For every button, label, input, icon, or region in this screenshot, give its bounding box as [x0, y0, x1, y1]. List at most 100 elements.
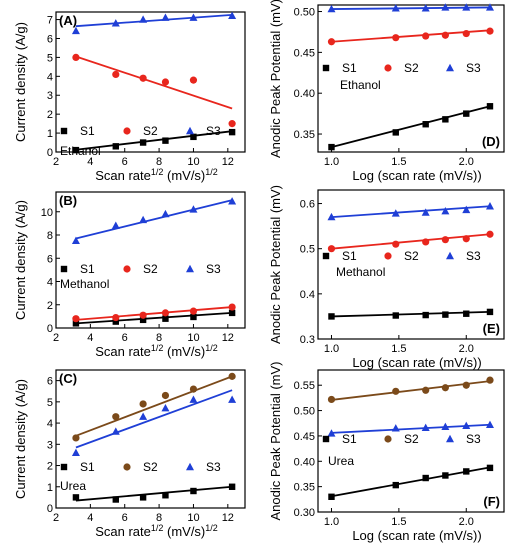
data-point: [161, 78, 170, 86]
y-tick-label: 0.40: [294, 456, 315, 468]
x-tick-label: 1.5: [391, 343, 406, 355]
legend-label: S1: [80, 124, 95, 138]
legend-marker: [186, 462, 194, 471]
data-point: [392, 481, 399, 489]
data-point: [392, 240, 400, 248]
x-axis-label-sup: 1/2: [151, 167, 164, 177]
data-point: [486, 376, 494, 384]
fit-line: [75, 375, 233, 437]
x-axis-label-sup: 1/2: [151, 523, 164, 533]
x-axis-label-text: Scan rate: [95, 344, 151, 359]
y-tick-label: 0.4: [300, 289, 315, 301]
legend-marker: [322, 435, 330, 443]
y-axis-label: Current density (A/g): [13, 22, 28, 142]
data-point: [228, 128, 236, 136]
data-point: [72, 434, 80, 442]
data-point: [422, 311, 429, 319]
data-point: [421, 423, 430, 432]
data-point: [228, 197, 237, 205]
series-s3: [327, 202, 494, 221]
legend-label: S3: [466, 61, 481, 75]
x-tick-label: 1.0: [324, 156, 339, 168]
legend-title: Methanol: [60, 277, 109, 291]
legend-label: S2: [404, 61, 419, 75]
x-axis-label: Scan rate1/2 (mV/s)1/2: [95, 167, 218, 183]
data-point: [463, 468, 470, 475]
legend-marker: [186, 264, 194, 273]
data-point: [442, 116, 449, 123]
data-point: [161, 13, 170, 21]
data-point: [72, 315, 80, 323]
data-point: [485, 420, 494, 428]
x-tick-label: 10: [187, 332, 199, 344]
data-point: [111, 221, 120, 229]
data-point: [422, 238, 430, 246]
y-axis-label: Current density (A/g): [13, 379, 28, 499]
legend-label: S2: [404, 432, 419, 446]
y-tick-label: 5: [47, 397, 53, 409]
data-point: [112, 313, 120, 322]
series-s2: [72, 53, 236, 128]
y-tick-label: 1: [47, 482, 53, 494]
data-point: [228, 372, 236, 380]
data-point: [441, 422, 450, 430]
x-tick-label: 8: [156, 156, 162, 168]
y-tick-label: 0.35: [294, 482, 315, 494]
y-tick-label: 0: [47, 323, 53, 335]
legend-label: S1: [80, 262, 95, 276]
data-point: [421, 208, 430, 216]
data-point: [139, 400, 147, 408]
data-point: [391, 209, 400, 217]
data-point: [392, 129, 399, 136]
data-point: [486, 103, 494, 110]
data-point: [139, 139, 147, 146]
legend-label: S1: [342, 61, 357, 75]
data-point: [421, 4, 430, 12]
y-tick-label: 7: [47, 15, 53, 27]
data-point: [391, 424, 400, 432]
x-tick-label: 8: [156, 332, 162, 344]
x-axis-label: Scan rate1/2 (mV/s)1/2: [95, 523, 218, 539]
legend-label: S2: [404, 249, 419, 263]
legend-marker: [322, 64, 330, 72]
fit-line: [331, 6, 490, 10]
data-point: [162, 492, 169, 499]
legend-label: S1: [342, 249, 357, 263]
x-axis-label-unit-sup: 1/2: [205, 167, 218, 177]
y-axis-label: Anodic Peak Potential (mV): [268, 185, 283, 344]
y-tick-label: 0.45: [294, 47, 315, 59]
series-s1: [72, 128, 236, 154]
data-point: [189, 13, 198, 21]
data-point: [139, 215, 148, 224]
data-point: [139, 15, 148, 23]
data-point: [392, 312, 399, 319]
x-tick-label: 2: [53, 332, 59, 344]
y-tick-label: 5: [47, 52, 53, 64]
legend-marker: [60, 265, 68, 273]
legend-marker: [60, 463, 68, 471]
y-tick-label: 0.40: [294, 88, 315, 100]
data-point: [112, 143, 119, 150]
series-s2: [72, 303, 236, 323]
y-tick-label: 6: [47, 376, 53, 388]
data-point: [111, 427, 120, 435]
data-point: [442, 311, 449, 318]
x-tick-label: 1.0: [324, 343, 339, 355]
y-tick-label: 3: [47, 90, 53, 102]
data-point: [190, 487, 197, 495]
x-tick-label: 10: [187, 512, 199, 524]
x-axis-label-text: Log (scan rate (mV/s)): [352, 528, 481, 543]
x-axis-label: Log (scan rate (mV/s)): [352, 168, 481, 183]
panel-e: 1.0 1.5 2.0 0.3 0.4 0.5 0.6 Log (scan rate (mV/…: [268, 185, 505, 370]
y-axis-label: Anodic Peak Potential (mV): [268, 0, 283, 158]
plot-frame: [55, 11, 246, 153]
panel-label: (F): [483, 494, 500, 509]
legend-marker: [446, 63, 454, 72]
x-tick-label: 1.0: [324, 516, 339, 528]
data-point: [139, 311, 147, 319]
x-axis-label: Log (scan rate (mV/s)): [352, 355, 481, 370]
data-point: [463, 310, 470, 317]
legend-label: S3: [466, 249, 481, 263]
